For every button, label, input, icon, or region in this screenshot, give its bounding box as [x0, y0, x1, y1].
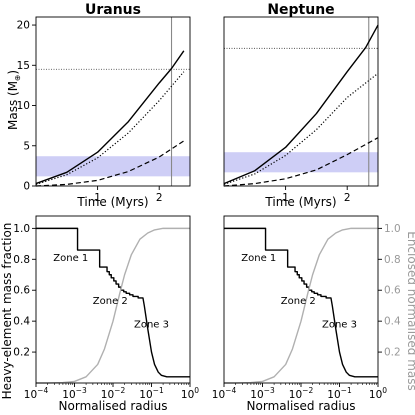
neptune-profile-annotation-2: Zone 3: [322, 319, 357, 330]
neptune-profile-panel: Normalised radius Enclosed normalised ma…: [212, 215, 415, 413]
neptune-mass-xtick-label-0: 1: [282, 192, 289, 204]
uranus-profile-series-enclosed: [36, 227, 190, 384]
uranus-mass-ytick-label-4: 20: [17, 20, 30, 32]
uranus-mass-ytick-label-0: 0: [23, 181, 30, 193]
neptune-profile-ytick-right-label-2: 0.6: [384, 285, 401, 297]
neptune-profile-xtick-label-2: 10−2: [289, 386, 314, 401]
uranus-title: Uranus: [85, 2, 141, 18]
uranus-profile-annotation-2: Zone 3: [134, 319, 169, 330]
neptune-profile-xlabel: Normalised radius: [247, 399, 356, 413]
neptune-mass-xtick-label-1: 2: [344, 192, 351, 204]
neptune-mass-frame: [223, 16, 379, 187]
uranus-profile-ytick-label-1: 0.4: [13, 316, 30, 328]
neptune-mass-panel: Neptune Time (Myrs) 1 2: [223, 2, 379, 209]
neptune-profile-annotation-1: Zone 2: [281, 296, 316, 307]
neptune-title: Neptune: [267, 2, 334, 18]
neptune-profile-ytick-right-label-1: 0.4: [384, 316, 401, 328]
heavy-element-ylabel: Heavy-element mass fraction: [0, 223, 14, 400]
neptune-mass-band-0: [224, 152, 378, 173]
uranus-profile-xtick-label-4: 100: [181, 386, 199, 401]
uranus-mass-ytick-label-1: 5: [23, 140, 30, 152]
uranus-profile-ytick-label-4: 1.0: [13, 223, 30, 235]
neptune-profile-annotation-0: Zone 1: [241, 253, 276, 264]
neptune-profile-ytick-right-label-4: 1.0: [384, 223, 401, 235]
neptune-profile-ytick-right-label-0: 0.2: [384, 347, 401, 359]
neptune-profile-xtick-label-0: 10−4: [212, 386, 237, 401]
uranus-mass-series-dotted: [35, 71, 185, 185]
mass-ylabel: Mass (M⊕): [6, 70, 22, 130]
enclosed-mass-ylabel: Enclosed normalised mass: [405, 231, 415, 391]
uranus-profile-xtick-label-3: 10−1: [139, 386, 164, 401]
uranus-profile-xtick-label-0: 10−4: [24, 386, 49, 401]
neptune-profile-series-enclosed: [224, 227, 378, 384]
neptune-xlabel: Time (Myrs): [264, 195, 336, 209]
uranus-profile-annotation-0: Zone 1: [53, 253, 88, 264]
neptune-profile-xtick-label-4: 100: [369, 386, 387, 401]
uranus-mass-series-solid: [35, 50, 185, 185]
uranus-profile-ytick-label-3: 0.8: [13, 254, 30, 266]
neptune-profile-series-heavy-element: [224, 227, 378, 378]
neptune-mass-series-dashed: [223, 137, 379, 187]
uranus-profile-ytick-label-0: 0.2: [13, 347, 30, 359]
neptune-mass-series-solid: [223, 24, 379, 185]
uranus-mass-frame: [35, 16, 191, 187]
uranus-profile-annotation-1: Zone 2: [93, 296, 128, 307]
uranus-profile-xlabel: Normalised radius: [59, 399, 168, 413]
uranus-mass-band-0: [36, 156, 190, 177]
uranus-mass-ytick-label-2: 10: [17, 100, 30, 112]
neptune-profile-ytick-right-label-3: 0.8: [384, 254, 401, 266]
uranus-mass-xtick-label-1: 2: [156, 192, 163, 204]
neptune-profile-xtick-label-1: 10−3: [250, 386, 275, 401]
uranus-mass-series-dashed: [35, 140, 185, 187]
uranus-mass-ytick-label-3: 15: [17, 60, 30, 72]
uranus-mass-xtick-label-0: 1: [94, 192, 101, 204]
neptune-profile-xtick-label-3: 10−1: [327, 386, 352, 401]
uranus-profile-panel: Normalised radius Heavy-element mass fra…: [0, 215, 199, 413]
uranus-xlabel: Time (Myrs): [76, 195, 148, 209]
uranus-profile-ytick-label-2: 0.6: [13, 285, 30, 297]
uranus-profile-xtick-label-1: 10−3: [62, 386, 87, 401]
uranus-profile-xtick-label-2: 10−2: [101, 386, 126, 401]
uranus-profile-series-heavy-element: [36, 227, 190, 378]
